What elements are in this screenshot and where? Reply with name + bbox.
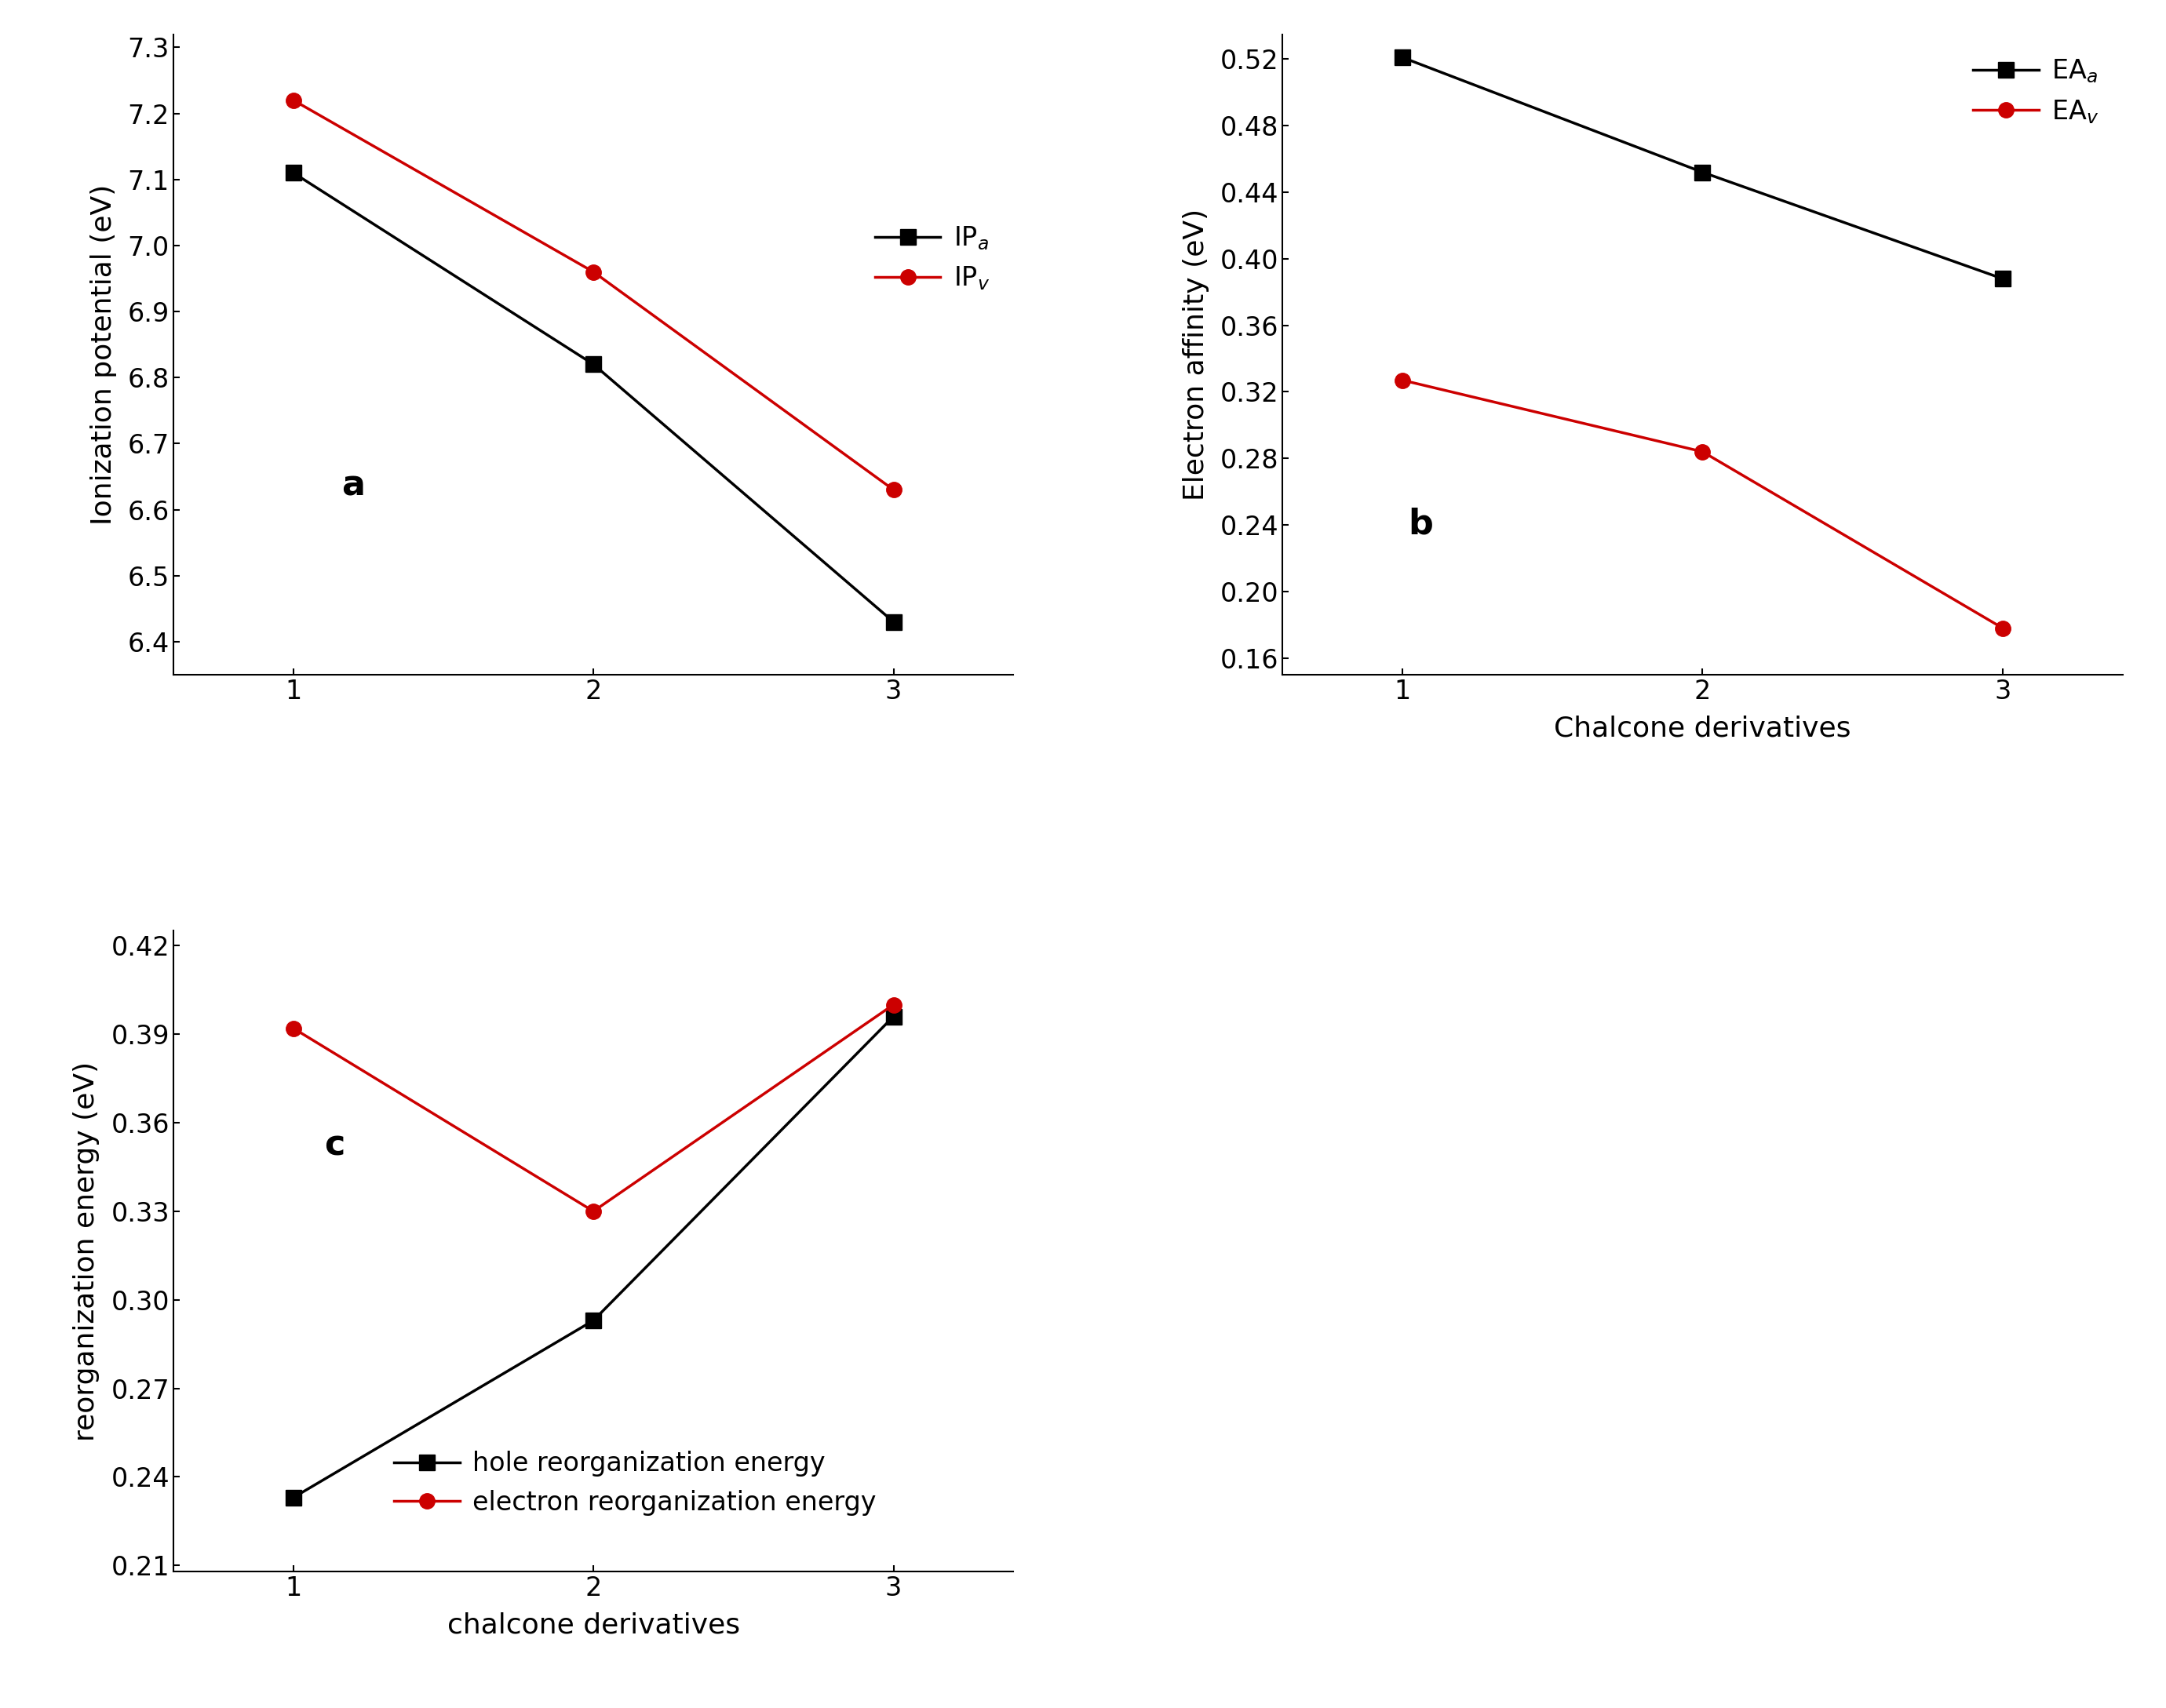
- EA$_v$: [1388, 371, 1414, 391]
- Y-axis label: Electron affinity (eV): Electron affinity (eV): [1183, 208, 1209, 500]
- IP$_v$: [279, 91, 305, 111]
- X-axis label: Chalcone derivatives: Chalcone derivatives: [1553, 716, 1852, 741]
- IP$_a$: [279, 162, 305, 183]
- EA$_a$: [1689, 162, 1715, 183]
- Text: a: a: [342, 468, 364, 502]
- electron reorganization energy: [580, 1201, 606, 1221]
- IP$_a$: [882, 611, 908, 632]
- EA$_a$: [1991, 268, 2017, 289]
- Legend: EA$_a$, EA$_v$: EA$_a$, EA$_v$: [1962, 48, 2110, 135]
- Line: IP$_a$: IP$_a$: [286, 166, 901, 630]
- hole reorganization energy: [882, 1006, 908, 1027]
- Y-axis label: Ionization potential (eV): Ionization potential (eV): [91, 184, 117, 524]
- IP$_a$: [580, 354, 606, 374]
- IP$_v$: [580, 261, 606, 282]
- electron reorganization energy: [279, 1018, 305, 1038]
- electron reorganization energy: [882, 994, 908, 1015]
- EA$_v$: [1689, 441, 1715, 461]
- Line: hole reorganization energy: hole reorganization energy: [286, 1009, 901, 1505]
- Line: electron reorganization energy: electron reorganization energy: [286, 997, 901, 1220]
- Y-axis label: reorganization energy (eV): reorganization energy (eV): [74, 1061, 100, 1442]
- Legend: hole reorganization energy, electron reorganization energy: hole reorganization energy, electron reo…: [383, 1440, 888, 1527]
- hole reorganization energy: [580, 1310, 606, 1331]
- IP$_v$: [882, 480, 908, 500]
- X-axis label: chalcone derivatives: chalcone derivatives: [446, 1612, 741, 1638]
- EA$_v$: [1991, 618, 2017, 639]
- EA$_a$: [1388, 48, 1414, 68]
- hole reorganization energy: [279, 1488, 305, 1508]
- Legend: IP$_a$, IP$_v$: IP$_a$, IP$_v$: [864, 214, 1001, 302]
- Text: b: b: [1408, 507, 1434, 541]
- Line: EA$_a$: EA$_a$: [1395, 50, 2010, 287]
- Line: EA$_v$: EA$_v$: [1395, 372, 2010, 635]
- Line: IP$_v$: IP$_v$: [286, 92, 901, 497]
- Text: c: c: [325, 1129, 344, 1161]
